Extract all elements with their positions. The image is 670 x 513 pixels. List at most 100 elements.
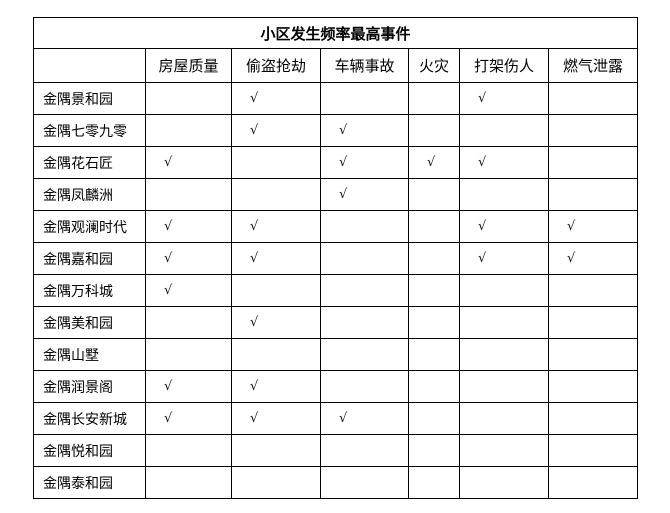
table-row: 金隅观澜时代 √ √ √ √: [33, 210, 639, 243]
empty-cell: [145, 82, 232, 115]
table-row: 金隅凤麟洲 √: [33, 178, 639, 211]
empty-cell: [547, 434, 639, 467]
column-header: 偷盗抢劫: [231, 48, 321, 83]
empty-cell: [547, 178, 639, 211]
empty-cell: [145, 466, 232, 499]
check-mark-cell: √: [231, 210, 321, 243]
empty-cell: [231, 434, 321, 467]
check-mark-cell: √: [145, 210, 232, 243]
table-row: 金隅万科城 √: [33, 274, 639, 307]
empty-cell: [320, 306, 409, 339]
column-header: 房屋质量: [145, 48, 232, 83]
community-name: 金隅美和园: [33, 306, 146, 339]
empty-cell: [145, 306, 232, 339]
empty-cell: [547, 274, 639, 307]
check-mark-cell: √: [145, 274, 232, 307]
table-title: 小区发生频率最高事件: [32, 17, 639, 49]
check-mark-cell: √: [408, 146, 460, 179]
empty-cell: [459, 114, 549, 147]
check-mark-cell: √: [459, 82, 549, 115]
empty-cell: [459, 370, 549, 403]
empty-cell: [459, 178, 549, 211]
check-mark-cell: √: [547, 242, 639, 275]
empty-cell: [547, 370, 639, 403]
table-row: 金隅七零九零 √ √: [33, 114, 639, 147]
table-row: 金隅泰和园: [33, 466, 639, 499]
table-row: 金隅美和园 √: [33, 306, 639, 339]
empty-cell: [459, 434, 549, 467]
check-mark-cell: √: [459, 242, 549, 275]
empty-cell: [547, 146, 639, 179]
column-header: 车辆事故: [320, 48, 409, 83]
empty-cell: [459, 338, 549, 371]
empty-cell: [408, 178, 460, 211]
empty-cell: [231, 146, 321, 179]
empty-cell: [320, 370, 409, 403]
check-mark-cell: √: [231, 306, 321, 339]
check-mark-cell: √: [145, 242, 232, 275]
check-mark-cell: √: [320, 402, 409, 435]
empty-cell: [459, 402, 549, 435]
header-empty: [33, 48, 146, 83]
check-mark-cell: √: [231, 402, 321, 435]
check-mark-cell: √: [320, 114, 409, 147]
empty-cell: [408, 114, 460, 147]
check-mark-cell: √: [547, 210, 639, 243]
community-name: 金隅嘉和园: [33, 242, 146, 275]
empty-cell: [320, 82, 409, 115]
empty-cell: [408, 210, 460, 243]
empty-cell: [408, 466, 460, 499]
check-mark-cell: √: [459, 146, 549, 179]
empty-cell: [408, 370, 460, 403]
empty-cell: [231, 178, 321, 211]
community-name: 金隅七零九零: [33, 114, 146, 147]
check-mark-cell: √: [145, 402, 232, 435]
check-mark-cell: √: [145, 370, 232, 403]
empty-cell: [459, 306, 549, 339]
community-name: 金隅花石匠: [33, 146, 146, 179]
community-name: 金隅凤麟洲: [33, 178, 146, 211]
empty-cell: [231, 274, 321, 307]
empty-cell: [408, 242, 460, 275]
empty-cell: [231, 338, 321, 371]
table-row: 金隅悦和园: [33, 434, 639, 467]
community-name: 金隅悦和园: [33, 434, 146, 467]
check-mark-cell: √: [231, 242, 321, 275]
empty-cell: [320, 242, 409, 275]
empty-cell: [547, 114, 639, 147]
community-name: 金隅景和园: [33, 82, 146, 115]
column-header: 火灾: [408, 48, 460, 83]
empty-cell: [547, 466, 639, 499]
empty-cell: [320, 274, 409, 307]
empty-cell: [408, 82, 460, 115]
empty-cell: [547, 82, 639, 115]
community-name: 金隅润景阁: [33, 370, 146, 403]
check-mark-cell: √: [145, 146, 232, 179]
empty-cell: [459, 274, 549, 307]
community-name: 金隅万科城: [33, 274, 146, 307]
check-mark-cell: √: [320, 146, 409, 179]
table-row: 金隅花石匠 √ √ √ √: [33, 146, 639, 179]
check-mark-cell: √: [231, 370, 321, 403]
empty-cell: [547, 402, 639, 435]
empty-cell: [320, 338, 409, 371]
empty-cell: [145, 338, 232, 371]
empty-cell: [145, 178, 232, 211]
empty-cell: [231, 466, 321, 499]
empty-cell: [547, 306, 639, 339]
empty-cell: [547, 338, 639, 371]
empty-cell: [145, 434, 232, 467]
table-row: 金隅润景阁 √ √: [33, 370, 639, 403]
empty-cell: [145, 114, 232, 147]
table-row: 金隅景和园 √ √: [33, 82, 639, 115]
empty-cell: [408, 338, 460, 371]
community-name: 金隅观澜时代: [33, 210, 146, 243]
empty-cell: [408, 402, 460, 435]
empty-cell: [408, 434, 460, 467]
empty-cell: [408, 306, 460, 339]
empty-cell: [320, 210, 409, 243]
incident-table: 小区发生频率最高事件 房屋质量 偷盗抢劫 车辆事故 火灾 打架伤人 燃气泄露 金隅景和园 √…: [32, 17, 639, 499]
community-name: 金隅山墅: [33, 338, 146, 371]
empty-cell: [459, 466, 549, 499]
empty-cell: [320, 434, 409, 467]
